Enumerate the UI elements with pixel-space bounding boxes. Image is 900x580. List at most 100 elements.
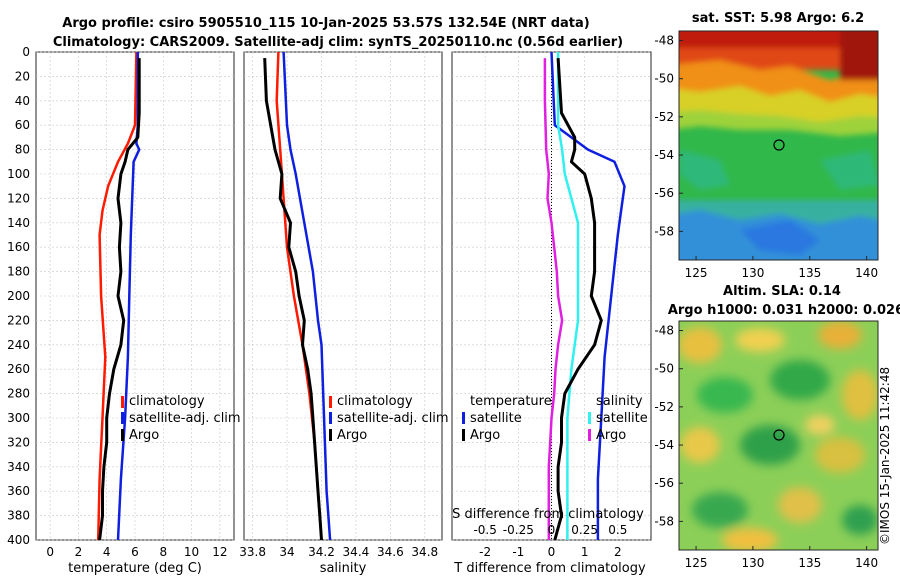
legend-swatch-targo bbox=[462, 429, 465, 441]
map-x-tick-label: 140 bbox=[855, 556, 878, 570]
legend-swatch-ssat bbox=[588, 412, 591, 424]
s-diff-tick-label: -0.5 bbox=[473, 523, 496, 537]
depth-tick-label: 140 bbox=[7, 216, 30, 230]
s-diff-tick-label: 0.5 bbox=[608, 523, 627, 537]
x-tick-label: 34.6 bbox=[377, 545, 404, 559]
sst-map-title: sat. SST: 5.98 Argo: 6.2 bbox=[692, 11, 864, 26]
depth-tick-label: 400 bbox=[7, 533, 30, 547]
map-x-tick-label: 140 bbox=[855, 266, 878, 280]
depth-tick-label: 340 bbox=[7, 460, 30, 474]
legend-swatch-clim bbox=[121, 396, 124, 408]
x-tick-label: 1 bbox=[581, 545, 589, 559]
depth-tick-label: 40 bbox=[15, 94, 30, 108]
x-tick-label: 2 bbox=[614, 545, 622, 559]
legend-swatch-argo bbox=[121, 429, 124, 441]
x-tick-label: 34.2 bbox=[308, 545, 335, 559]
legend-label-temperature: temperature bbox=[470, 394, 552, 409]
depth-tick-label: 220 bbox=[7, 313, 30, 327]
x-tick-label: 34.4 bbox=[343, 545, 370, 559]
legend-label-sargo: Argo bbox=[596, 428, 626, 443]
x-tick-label: -1 bbox=[512, 545, 524, 559]
diff-legend-right: salinity satellite Argo bbox=[588, 394, 648, 443]
sla-map-subtitle: Argo h1000: 0.031 h2000: 0.026 bbox=[668, 303, 900, 318]
legend-label-clim: climatology bbox=[337, 394, 413, 409]
depth-tick-label: 160 bbox=[7, 240, 30, 254]
depth-tick-label: 300 bbox=[7, 411, 30, 425]
depth-tick-label: 60 bbox=[15, 118, 30, 132]
map-x-tick-label: 125 bbox=[685, 556, 708, 570]
series-line-t-satellite bbox=[550, 51, 626, 540]
map-y-tick-label: -48 bbox=[654, 34, 674, 48]
map-x-tick-label: 135 bbox=[798, 266, 821, 280]
series-line-climatology bbox=[96, 51, 138, 541]
x-tick-label: 4 bbox=[103, 545, 111, 559]
series-line-argo bbox=[98, 58, 141, 541]
legend-swatch-sat bbox=[329, 412, 332, 424]
depth-tick-label: 200 bbox=[7, 289, 30, 303]
map-y-tick-label: -48 bbox=[654, 324, 674, 338]
x-tick-label: 10 bbox=[184, 545, 199, 559]
s-diff-tick-label: 0.25 bbox=[571, 523, 598, 537]
series-line-s-satellite bbox=[556, 52, 580, 540]
main-subtitle: Climatology: CARS2009. Satellite-adj cli… bbox=[53, 35, 623, 50]
legend-swatch-tsat bbox=[462, 412, 465, 424]
depth-tick-label: 80 bbox=[15, 143, 30, 157]
map-x-tick-label: 130 bbox=[741, 266, 764, 280]
sal-legend: climatology satellite-adj. clim Argo bbox=[329, 394, 449, 443]
map-y-tick-label: -56 bbox=[654, 476, 674, 490]
depth-tick-label: 0 bbox=[22, 45, 30, 59]
x-tick-label: -2 bbox=[479, 545, 491, 559]
series-line-argo bbox=[263, 58, 323, 541]
depth-tick-label: 360 bbox=[7, 484, 30, 498]
depth-tick-label: 380 bbox=[7, 509, 30, 523]
map-y-tick-label: -56 bbox=[654, 186, 674, 200]
legend-label-sat: satellite-adj. clim bbox=[337, 411, 449, 426]
series-layer bbox=[96, 51, 626, 541]
depth-tick-label: 260 bbox=[7, 362, 30, 376]
diff-legend-left: temperature satellite Argo bbox=[462, 394, 552, 443]
x-tick-label: 0 bbox=[548, 545, 556, 559]
imos-watermark: ©IMOS 15-Jan-2025 11:42:48 bbox=[878, 367, 892, 545]
map-y-tick-label: -58 bbox=[654, 224, 674, 238]
legend-swatch-sat bbox=[121, 412, 124, 424]
temp-xlabel: temperature (deg C) bbox=[68, 561, 202, 576]
diff-xlabel-top: S difference from climatology bbox=[452, 507, 644, 522]
legend-label-sat: satellite-adj. clim bbox=[129, 411, 241, 426]
series-line-satellite-adj-clim bbox=[282, 51, 332, 541]
sal-xlabel: salinity bbox=[320, 561, 367, 576]
depth-tick-label: 20 bbox=[15, 69, 30, 83]
depth-tick-label: 180 bbox=[7, 265, 30, 279]
depth-tick-label: 280 bbox=[7, 387, 30, 401]
series-line-s-argo bbox=[543, 58, 564, 540]
legend-label-argo: Argo bbox=[337, 428, 367, 443]
sst-map bbox=[679, 31, 878, 260]
map-x-tick-label: 130 bbox=[741, 556, 764, 570]
legend-label-salinity: salinity bbox=[596, 394, 643, 409]
legend-swatch-clim bbox=[329, 396, 332, 408]
map-x-tick-label: 125 bbox=[685, 266, 708, 280]
x-tick-label: 2 bbox=[75, 545, 83, 559]
depth-tick-label: 240 bbox=[7, 338, 30, 352]
map-y-tick-label: -52 bbox=[654, 400, 674, 414]
legend-swatch-sargo bbox=[588, 429, 591, 441]
diff-xlabel: T difference from climatology bbox=[453, 561, 646, 576]
s-diff-tick-label: -0.25 bbox=[503, 523, 534, 537]
map-y-tick-label: -54 bbox=[654, 438, 674, 452]
main-title: Argo profile: csiro 5905510_115 10-Jan-2… bbox=[62, 16, 589, 31]
x-tick-label: 8 bbox=[159, 545, 167, 559]
argo-marker bbox=[773, 139, 785, 151]
map-y-tick-label: -52 bbox=[654, 110, 674, 124]
x-tick-label: 34 bbox=[279, 545, 294, 559]
depth-tick-label: 120 bbox=[7, 191, 30, 205]
x-tick-label: 6 bbox=[131, 545, 139, 559]
x-tick-label: 34.8 bbox=[411, 545, 438, 559]
depth-tick-label: 320 bbox=[7, 435, 30, 449]
map-y-tick-label: -58 bbox=[654, 514, 674, 528]
depth-tick-label: 100 bbox=[7, 167, 30, 181]
sla-map bbox=[679, 321, 878, 550]
grid-layer bbox=[36, 51, 651, 541]
legend-swatch-argo bbox=[329, 429, 332, 441]
argo-marker bbox=[773, 429, 785, 441]
depth-axis: 0204060801001201401601802002202402602803… bbox=[7, 45, 627, 559]
